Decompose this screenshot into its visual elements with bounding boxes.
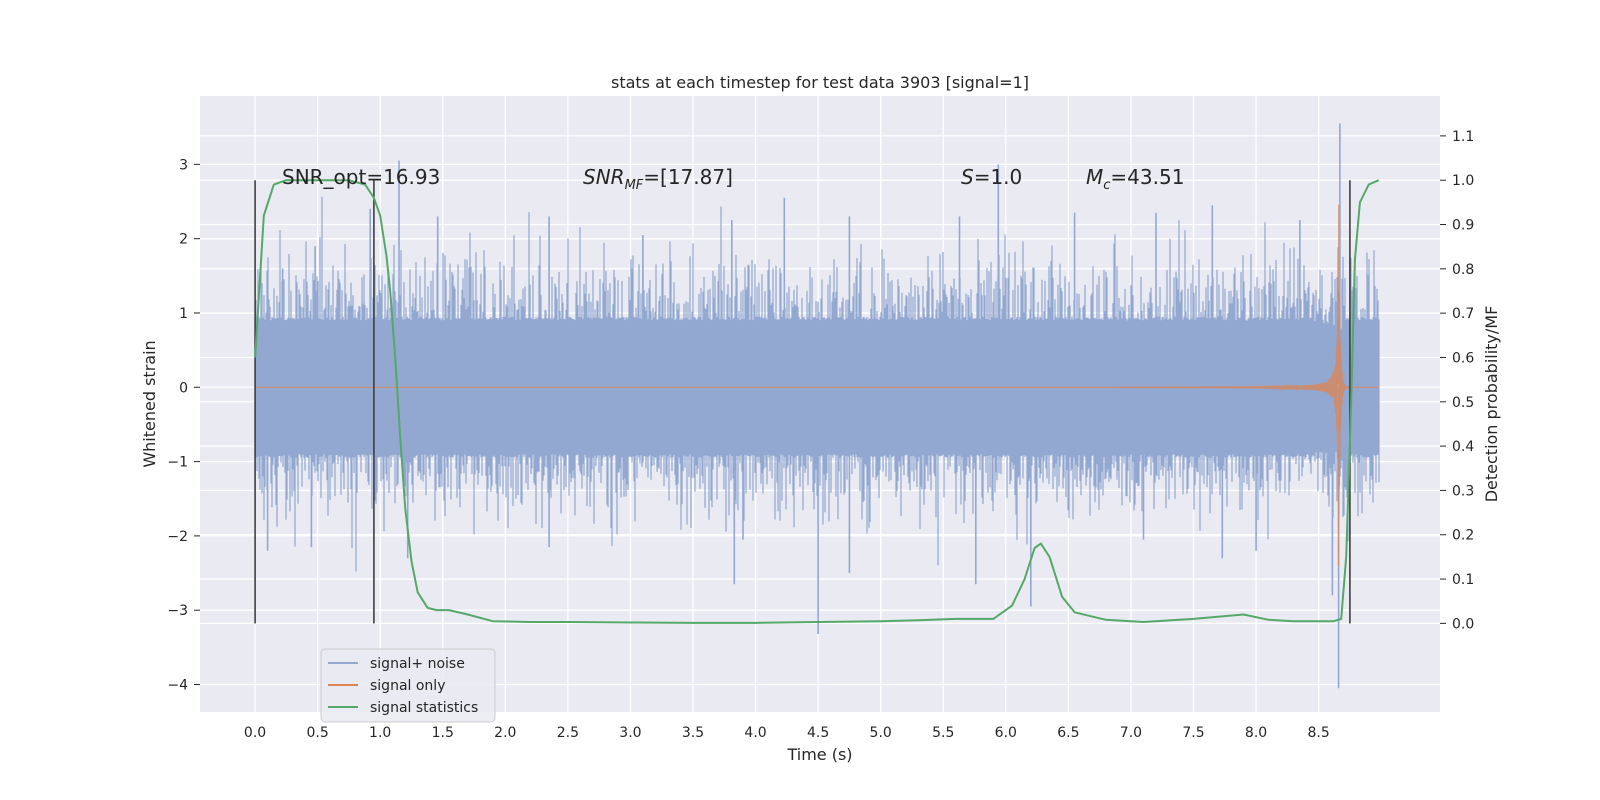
y2-tick-label: 0.0 (1452, 616, 1474, 632)
y-tick-label: 1 (179, 306, 188, 322)
y-tick-label: 2 (179, 232, 188, 248)
annotation-mc-base: M (1086, 165, 1103, 189)
plot-area (254, 123, 1380, 689)
legend-label-signal-statistics: signal statistics (370, 700, 478, 716)
signal-series (255, 204, 1379, 567)
x-tick-label: 3.5 (682, 725, 704, 741)
annotation-s: S=1.0 (961, 165, 1022, 189)
y2-tick-label: 0.3 (1452, 483, 1474, 499)
y-tick-label: 3 (179, 157, 188, 173)
x-tick-label: 0.0 (244, 725, 266, 741)
x-tick-label: 2.5 (557, 725, 579, 741)
annotation-snr-mf: SNRMF=[17.87] (583, 165, 733, 193)
annotation-snr-mf-base: SNR (583, 165, 625, 189)
x-tick-label: 7.5 (1182, 725, 1204, 741)
annotation-s-value: =1.0 (974, 165, 1023, 189)
x-tick-label: 6.0 (995, 725, 1017, 741)
y2-tick-label: 0.8 (1452, 262, 1474, 278)
annotation-snr-mf-sub: MF (625, 178, 644, 193)
signal-statistics-line (254, 179, 1380, 624)
annotation-mc-sub: c (1103, 178, 1110, 193)
x-tick-label: 1.0 (369, 725, 391, 741)
annotation-s-base: S (961, 165, 974, 189)
annotation-mc-value: =43.51 (1110, 165, 1184, 189)
x-tick-label: 4.5 (807, 725, 829, 741)
x-tick-label: 6.5 (1057, 725, 1079, 741)
y2-tick-label: 0.6 (1452, 350, 1474, 366)
annotation-snr-mf-value: =[17.87] (643, 165, 733, 189)
x-tick-label: 8.5 (1307, 725, 1329, 741)
event-markers (254, 180, 1351, 624)
y2-tick-label: 0.9 (1452, 218, 1474, 234)
y-tick-label: −2 (167, 529, 188, 545)
x-tick-label: 0.5 (306, 725, 328, 741)
y2-axis-ticks: 1.1 1.0 0.9 0.8 0.7 0.6 0.5 0.4 0.3 0.2 0.1 0.0 (1440, 129, 1474, 632)
legend-box (320, 648, 496, 723)
x-tick-label: 5.0 (870, 725, 892, 741)
y-tick-label: −4 (167, 678, 188, 694)
annotation-mc: Mc=43.51 (1086, 165, 1184, 193)
x-axis-ticks: 0.0 0.5 1.0 1.5 2.0 2.5 3.0 3.5 4.0 4.5 5.0 5.5 6.0 6… (244, 725, 1330, 741)
y2-tick-label: 0.4 (1452, 439, 1474, 455)
y2-tick-label: 1.1 (1452, 129, 1474, 145)
y-tick-label: −1 (167, 455, 188, 471)
y2-tick-label: 0.5 (1452, 395, 1474, 411)
statistic-series (254, 179, 1380, 624)
signal-only-line (255, 204, 1379, 567)
y2-tick-label: 0.1 (1452, 572, 1474, 588)
x-tick-label: 4.0 (744, 725, 766, 741)
x-tick-label: 5.5 (932, 725, 954, 741)
x-tick-label: 1.5 (432, 725, 454, 741)
x-axis-label: Time (s) (786, 745, 852, 764)
y-axis-ticks: 3 2 1 0 −1 −2 −3 −4 (167, 157, 200, 694)
x-tick-label: 7.0 (1120, 725, 1142, 741)
y-tick-label: −3 (167, 603, 188, 619)
x-tick-label: 2.0 (494, 725, 516, 741)
legend-label-signal-only: signal only (370, 678, 445, 694)
y2-tick-label: 0.7 (1452, 306, 1474, 322)
y2-tick-label: 0.2 (1452, 528, 1474, 544)
legend: signal+ noise signal only signal statist… (320, 648, 496, 723)
y2-axis-label: Detection probability/MF (1482, 306, 1501, 503)
y-tick-label: 0 (179, 380, 188, 396)
x-tick-label: 3.0 (619, 725, 641, 741)
annotation-snr-opt: SNR_opt=16.93 (282, 165, 440, 189)
chart-title: stats at each timestep for test data 390… (611, 73, 1029, 92)
y2-tick-label: 1.0 (1452, 173, 1474, 189)
legend-label-signal-noise: signal+ noise (370, 656, 465, 672)
y-axis-label: Whitened strain (140, 340, 159, 467)
x-tick-label: 8.0 (1245, 725, 1267, 741)
